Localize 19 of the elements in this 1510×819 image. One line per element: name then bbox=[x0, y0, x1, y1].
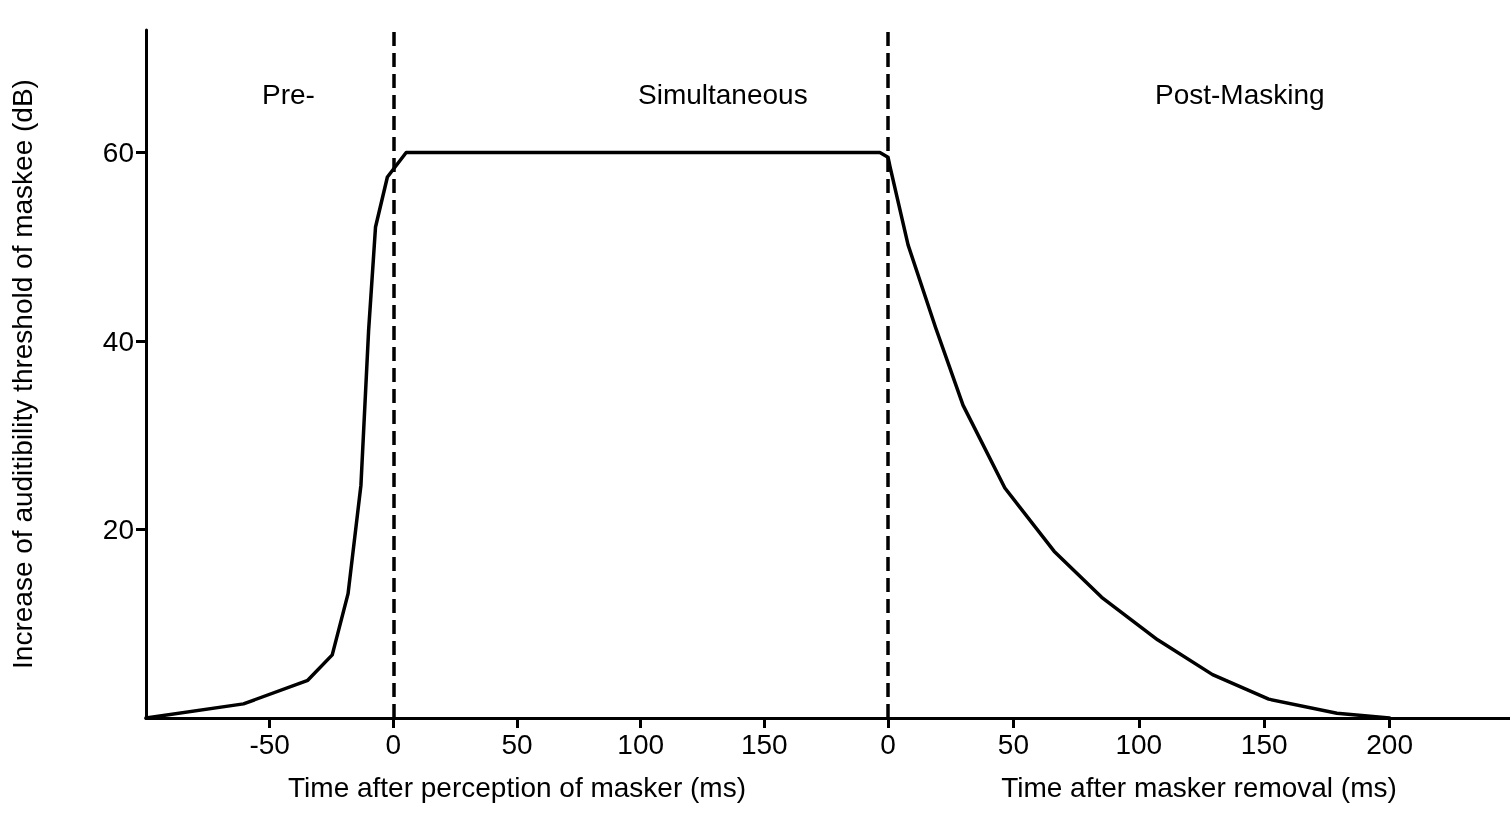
y-tick-label: 20 bbox=[102, 514, 134, 546]
y-tick-label: 40 bbox=[102, 325, 134, 357]
y-axis-title: Increase of auditibility threshold of maskee (dB) bbox=[6, 79, 38, 669]
x-tick-label: 0 bbox=[385, 728, 402, 760]
x-tick-label: 100 bbox=[617, 728, 665, 760]
x-tick-label: 0 bbox=[880, 728, 896, 760]
x-axis-title: Time after masker removal (ms) bbox=[1001, 771, 1397, 803]
x-tick-label: 150 bbox=[1240, 728, 1288, 760]
x-axis-title: Time after perception of masker (ms) bbox=[288, 771, 746, 803]
annotation: Pre- bbox=[262, 78, 315, 110]
x-tick-label: 50 bbox=[501, 728, 533, 760]
annotation: Post-Masking bbox=[1154, 78, 1325, 110]
x-tick-label: -50 bbox=[249, 728, 290, 760]
x-tick-label: 200 bbox=[1366, 728, 1413, 760]
annotation: Simultaneous bbox=[638, 78, 808, 110]
y-tick-label: 60 bbox=[102, 137, 134, 169]
x-tick-label: 150 bbox=[740, 728, 788, 760]
x-tick-label: 100 bbox=[1115, 728, 1163, 760]
x-tick-label: 50 bbox=[997, 728, 1029, 760]
